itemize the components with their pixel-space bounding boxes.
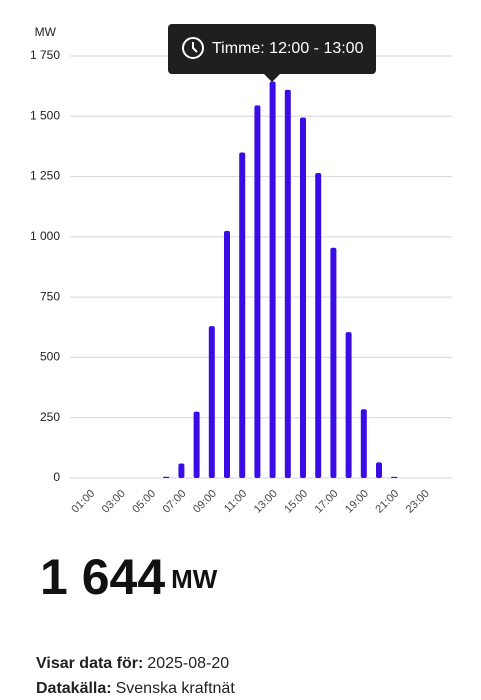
x-tick-label: 09:00 xyxy=(191,488,219,516)
x-tick-label: 15:00 xyxy=(282,488,310,516)
tooltip-text: Timme: 12:00 - 13:00 xyxy=(212,40,364,57)
y-tick-label: 250 xyxy=(40,410,60,424)
current-value: 1 644 MW xyxy=(40,549,218,605)
bar xyxy=(391,476,398,478)
x-tick-label: 05:00 xyxy=(130,488,158,516)
x-tick-label: 03:00 xyxy=(100,488,128,516)
tooltip: Timme: 12:00 - 13:00 xyxy=(168,24,376,82)
y-tick-label: 750 xyxy=(40,289,60,303)
bar xyxy=(330,247,337,478)
bar xyxy=(163,476,170,478)
bar xyxy=(345,332,352,478)
y-tick-label: 1 250 xyxy=(30,169,60,183)
bar xyxy=(208,326,215,478)
y-tick-label: 0 xyxy=(53,470,60,484)
clock-icon xyxy=(182,37,204,59)
x-tick-label: 07:00 xyxy=(161,488,189,516)
bar xyxy=(224,230,230,478)
y-tick-label: 1 750 xyxy=(30,48,60,62)
bar xyxy=(284,89,291,478)
bar xyxy=(254,105,261,478)
x-tick-label: 19:00 xyxy=(343,488,371,516)
current-unit: MW xyxy=(171,564,218,594)
source-label: Datakälla: xyxy=(36,680,112,697)
x-tick-label: 11:00 xyxy=(222,488,249,515)
y-axis-label: MW xyxy=(35,25,57,39)
x-tick-label: 23:00 xyxy=(404,488,432,516)
bar xyxy=(178,463,185,478)
x-tick-label: 17:00 xyxy=(313,488,341,516)
x-tick-label: 21:00 xyxy=(373,488,401,516)
bar xyxy=(360,409,367,478)
bar xyxy=(376,462,382,478)
x-tick-label: 13:00 xyxy=(252,488,280,516)
bar xyxy=(269,81,276,478)
date-label: Visar data för: xyxy=(36,655,143,672)
y-tick-label: 500 xyxy=(40,350,60,364)
date-value: 2025-08-20 xyxy=(147,655,229,672)
y-tick-label: 1 500 xyxy=(30,108,60,122)
y-tick-label: 1 000 xyxy=(30,229,60,243)
source-value: Svenska kraftnät xyxy=(116,680,236,697)
tooltip-arrow xyxy=(264,74,280,82)
bar xyxy=(315,172,322,478)
date-line: Visar data för: 2025-08-20 xyxy=(36,655,229,672)
source-line: Datakälla: Svenska kraftnät xyxy=(36,680,235,697)
bar xyxy=(239,152,246,478)
bar xyxy=(193,411,200,478)
bar xyxy=(300,117,306,479)
current-number: 1 644 xyxy=(40,549,165,605)
plot: 0 250 500 750 1 000 1 250 1 500 1 750 01:00 03:00… xyxy=(30,48,452,516)
x-tick-label: 01:00 xyxy=(69,488,97,516)
tooltip-box xyxy=(168,24,376,74)
